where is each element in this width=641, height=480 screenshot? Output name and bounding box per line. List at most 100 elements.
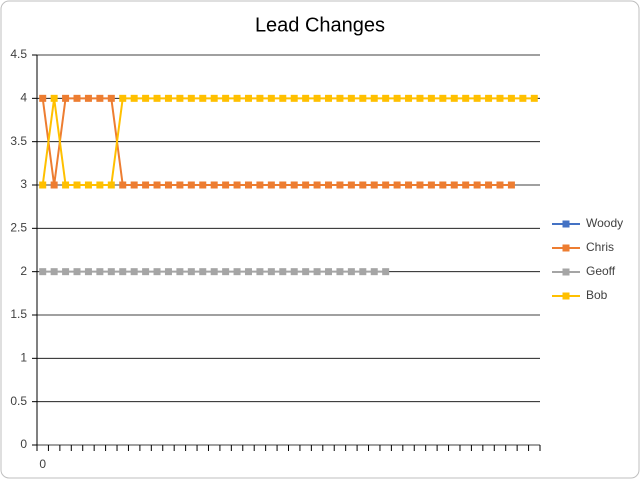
point-marker (233, 181, 241, 189)
point-marker (313, 268, 321, 276)
point-marker (382, 94, 390, 102)
point-marker (382, 181, 390, 189)
point-marker (439, 181, 447, 189)
point-marker (73, 268, 81, 276)
point-marker (107, 94, 115, 102)
point-marker (416, 181, 424, 189)
y-tick-label: 0 (20, 437, 27, 451)
point-marker (427, 94, 435, 102)
point-marker (462, 94, 470, 102)
point-marker (290, 94, 298, 102)
point-marker (62, 94, 70, 102)
point-marker (325, 94, 333, 102)
point-marker (462, 181, 470, 189)
point-marker (222, 268, 230, 276)
legend-marker (562, 244, 570, 252)
point-marker (370, 268, 378, 276)
point-marker (256, 181, 264, 189)
point-marker (485, 94, 493, 102)
point-marker (199, 181, 207, 189)
point-marker (50, 181, 58, 189)
point-marker (187, 181, 195, 189)
point-marker (187, 94, 195, 102)
point-marker (302, 268, 310, 276)
point-marker (119, 181, 127, 189)
point-marker (256, 94, 264, 102)
point-marker (119, 94, 127, 102)
point-marker (142, 94, 150, 102)
legend-label: Woody (586, 216, 623, 230)
point-marker (347, 181, 355, 189)
point-marker (496, 94, 504, 102)
point-marker (142, 268, 150, 276)
point-marker (382, 268, 390, 276)
point-marker (39, 94, 47, 102)
point-marker (359, 181, 367, 189)
point-marker (210, 268, 218, 276)
point-marker (233, 94, 241, 102)
point-marker (210, 181, 218, 189)
point-marker (176, 181, 184, 189)
point-marker (62, 181, 70, 189)
point-marker (244, 94, 252, 102)
point-marker (39, 181, 47, 189)
point-marker (244, 181, 252, 189)
point-marker (496, 181, 504, 189)
point-marker (507, 181, 515, 189)
point-marker (313, 181, 321, 189)
point-marker (153, 94, 161, 102)
point-marker (359, 268, 367, 276)
point-marker (530, 94, 538, 102)
legend-marker (562, 220, 570, 228)
point-marker (313, 94, 321, 102)
point-marker (290, 181, 298, 189)
point-marker (347, 94, 355, 102)
point-marker (416, 94, 424, 102)
point-marker (450, 94, 458, 102)
point-marker (153, 268, 161, 276)
point-marker (359, 94, 367, 102)
point-marker (176, 268, 184, 276)
point-marker (164, 181, 172, 189)
y-tick-label: 3 (20, 177, 27, 191)
point-marker (325, 181, 333, 189)
x-tick-label: 0 (39, 457, 46, 471)
point-marker (130, 94, 138, 102)
chart-title: Lead Changes (255, 14, 385, 36)
legend-marker (562, 268, 570, 276)
point-marker (336, 268, 344, 276)
point-marker (62, 268, 70, 276)
legend-label: Chris (586, 240, 614, 254)
point-marker (267, 268, 275, 276)
legend-label: Geoff (586, 264, 616, 278)
point-marker (107, 268, 115, 276)
point-marker (96, 94, 104, 102)
point-marker (347, 268, 355, 276)
point-marker (336, 94, 344, 102)
point-marker (290, 268, 298, 276)
point-marker (279, 181, 287, 189)
point-marker (107, 181, 115, 189)
point-marker (50, 94, 58, 102)
point-marker (439, 94, 447, 102)
point-marker (210, 94, 218, 102)
point-marker (485, 181, 493, 189)
point-marker (130, 181, 138, 189)
y-tick-label: 1.5 (10, 307, 27, 321)
point-marker (393, 181, 401, 189)
point-marker (96, 268, 104, 276)
point-marker (244, 268, 252, 276)
point-marker (187, 268, 195, 276)
point-marker (84, 181, 92, 189)
point-marker (427, 181, 435, 189)
point-marker (96, 181, 104, 189)
point-marker (222, 94, 230, 102)
point-marker (73, 181, 81, 189)
point-marker (405, 94, 413, 102)
point-marker (73, 94, 81, 102)
point-marker (176, 94, 184, 102)
point-marker (233, 268, 241, 276)
point-marker (336, 181, 344, 189)
y-tick-label: 2 (20, 264, 27, 278)
point-marker (199, 268, 207, 276)
